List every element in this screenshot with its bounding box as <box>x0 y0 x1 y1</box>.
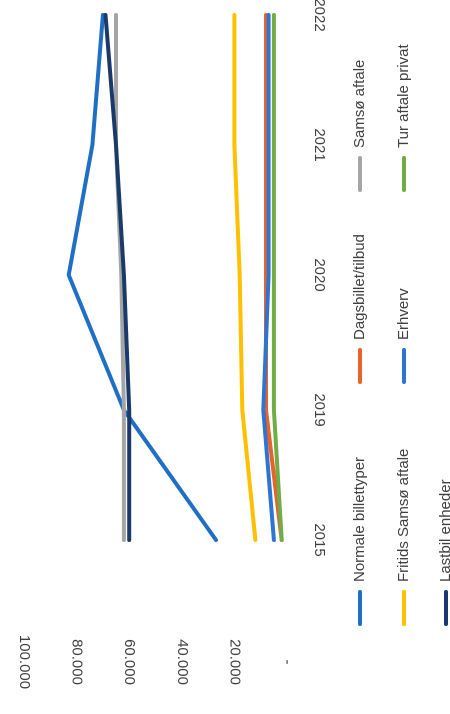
legend-label: Samsø aftale <box>351 60 368 148</box>
year-tick-label: 2022 <box>311 0 328 32</box>
year-tick-label: 2019 <box>311 393 328 426</box>
legend-label: Tur aftale privat <box>395 44 412 148</box>
legend-label: Lastbil enheder <box>437 479 450 582</box>
year-tick-label: 2020 <box>311 258 328 291</box>
series-line <box>232 13 258 542</box>
series-line <box>66 13 218 542</box>
value-tick-label: 80.000 <box>69 639 86 685</box>
value-tick-label: 20.000 <box>226 639 243 685</box>
legend-label: Normale billettyper <box>351 457 368 582</box>
value-tick-label: 60.000 <box>121 639 138 685</box>
year-tick-label: 2015 <box>311 523 328 556</box>
series-line <box>264 13 284 542</box>
series-line <box>103 13 132 542</box>
value-tick-label: 40.000 <box>174 639 191 685</box>
legend-label: Erhverv <box>395 288 412 340</box>
value-tick-label: - <box>279 660 296 665</box>
legend-label: Fritids Samsø aftale <box>395 449 412 582</box>
value-tick-label: 100.000 <box>16 635 33 689</box>
year-tick-label: 2021 <box>311 128 328 161</box>
legend-label: Dagsbillet/tilbud <box>351 234 368 340</box>
series-line <box>114 13 126 542</box>
series-line <box>261 13 276 542</box>
series-line <box>271 13 284 542</box>
